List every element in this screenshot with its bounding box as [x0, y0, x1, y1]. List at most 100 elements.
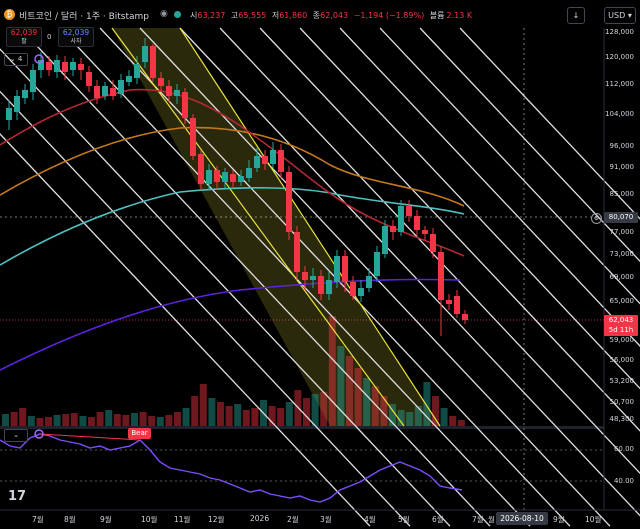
- candle-body: [110, 88, 116, 96]
- candle-body: [406, 206, 412, 216]
- volume-bar: [354, 368, 362, 426]
- volume-bar: [242, 410, 250, 426]
- oscillator-toggle[interactable]: ⌄: [4, 429, 28, 442]
- price-tick-label: 56,000: [609, 356, 635, 364]
- channel-line: [459, 27, 640, 220]
- candle-body: [294, 232, 300, 272]
- candle-body: [390, 226, 396, 232]
- bitcoin-icon: ₿: [4, 9, 15, 20]
- crosshair-price-value: 80,070: [608, 213, 634, 221]
- time-tick-label: 6월: [432, 515, 444, 524]
- channel-line-yellow: [111, 27, 405, 427]
- volume-bar: [62, 414, 70, 426]
- channel-line: [259, 27, 640, 432]
- candle-body: [38, 60, 44, 70]
- volume-bar: [10, 412, 18, 426]
- candle-body: [62, 62, 68, 72]
- time-tick-label: 12월: [208, 515, 225, 524]
- crosshair-price-tag: 80,070: [604, 212, 638, 223]
- time-tick-label: 3월: [320, 515, 332, 524]
- price-tick-label: 77,000: [609, 228, 635, 236]
- channel-line: [419, 27, 640, 263]
- currency-selector[interactable]: USD ▾: [604, 7, 636, 24]
- candle-body: [446, 300, 452, 304]
- tradingview-logo[interactable]: 17: [8, 489, 27, 504]
- download-button[interactable]: ↓: [567, 7, 585, 24]
- volume-bar: [208, 398, 216, 426]
- price-tick-label: 50,700: [609, 398, 635, 406]
- candle-body: [374, 252, 380, 276]
- close-label: 종: [312, 11, 321, 20]
- sell-button[interactable]: 62,039 팔: [6, 27, 42, 47]
- indicator-list-toggle[interactable]: ⌄ 4: [4, 53, 28, 66]
- volume-bar: [53, 415, 61, 426]
- price-tick-label: 112,000: [605, 80, 634, 88]
- candle-body: [262, 156, 268, 164]
- volume-bar: [165, 415, 173, 426]
- oscillator-line: [0, 433, 463, 503]
- volume-bar: [337, 346, 345, 426]
- volume-bar: [251, 408, 259, 426]
- low-value: 61,860: [279, 11, 308, 20]
- volume-bar: [27, 416, 35, 426]
- candle-body: [14, 96, 20, 112]
- candle-body: [238, 176, 244, 182]
- time-tick-label: 9월: [100, 515, 112, 524]
- channel-line: [219, 27, 640, 475]
- eye-icon[interactable]: ◉: [160, 9, 168, 19]
- price-tick-label: 96,000: [609, 142, 635, 150]
- low-label: 저: [271, 11, 280, 20]
- time-tick-label: 2월: [287, 515, 299, 524]
- candle-body: [70, 62, 76, 70]
- symbol-title[interactable]: 비트코인 / 달러 · 1주 · Bitstamp: [19, 12, 150, 22]
- volume-bar: [432, 396, 439, 426]
- volume-bar: [277, 408, 285, 426]
- volume-bar: [320, 392, 328, 426]
- high-value: 65,555: [238, 11, 267, 20]
- candle-body: [86, 72, 92, 86]
- candle-body: [134, 64, 140, 78]
- volume-bar: [414, 406, 422, 426]
- candle-body: [22, 90, 28, 98]
- candle-body: [190, 118, 196, 156]
- buy-button[interactable]: 62,039 사자: [58, 27, 94, 47]
- candle-body: [166, 86, 172, 96]
- bear-signal-label: Bear: [131, 429, 148, 437]
- high-label: 고: [230, 11, 239, 20]
- candle-body: [246, 168, 252, 178]
- sell-price: 62,039: [10, 28, 38, 37]
- time-tick-label: 9월: [553, 515, 565, 524]
- chevron-down-icon: ▾: [627, 11, 632, 20]
- close-value: 62,043: [320, 11, 349, 20]
- candle-body: [158, 78, 164, 86]
- time-tick-label: 10월: [585, 515, 602, 524]
- candle-body: [230, 174, 236, 182]
- candle-body: [222, 172, 228, 182]
- volume-bar: [36, 418, 44, 426]
- crosshair-date-tag: 2026-08-10: [496, 512, 548, 525]
- candle-body: [214, 170, 220, 182]
- pivot-marker: [34, 54, 44, 64]
- bear-signal-tag: Bear: [128, 428, 151, 439]
- bar-countdown-tag: 5d 11h: [604, 325, 638, 336]
- candle-body: [54, 60, 60, 72]
- channel-line: [19, 27, 491, 527]
- candle-body: [150, 46, 156, 78]
- candle-body: [326, 280, 332, 294]
- volume-value: 2.13 K: [446, 11, 473, 20]
- pane-separator: [0, 426, 604, 429]
- volume-bar: [122, 415, 130, 426]
- buy-label: 사자: [70, 38, 82, 45]
- candle-body: [126, 76, 132, 82]
- gear-icon[interactable]: ⚙: [591, 213, 602, 224]
- candle-body: [398, 206, 404, 232]
- volume-bar: [199, 384, 207, 426]
- channel-line: [139, 27, 611, 527]
- candle-body: [438, 252, 444, 300]
- volume-bar: [217, 402, 224, 426]
- volume-bar: [174, 412, 181, 426]
- volume-bar: [45, 417, 52, 426]
- open-label: 시: [190, 11, 198, 20]
- volume-bar: [389, 404, 396, 426]
